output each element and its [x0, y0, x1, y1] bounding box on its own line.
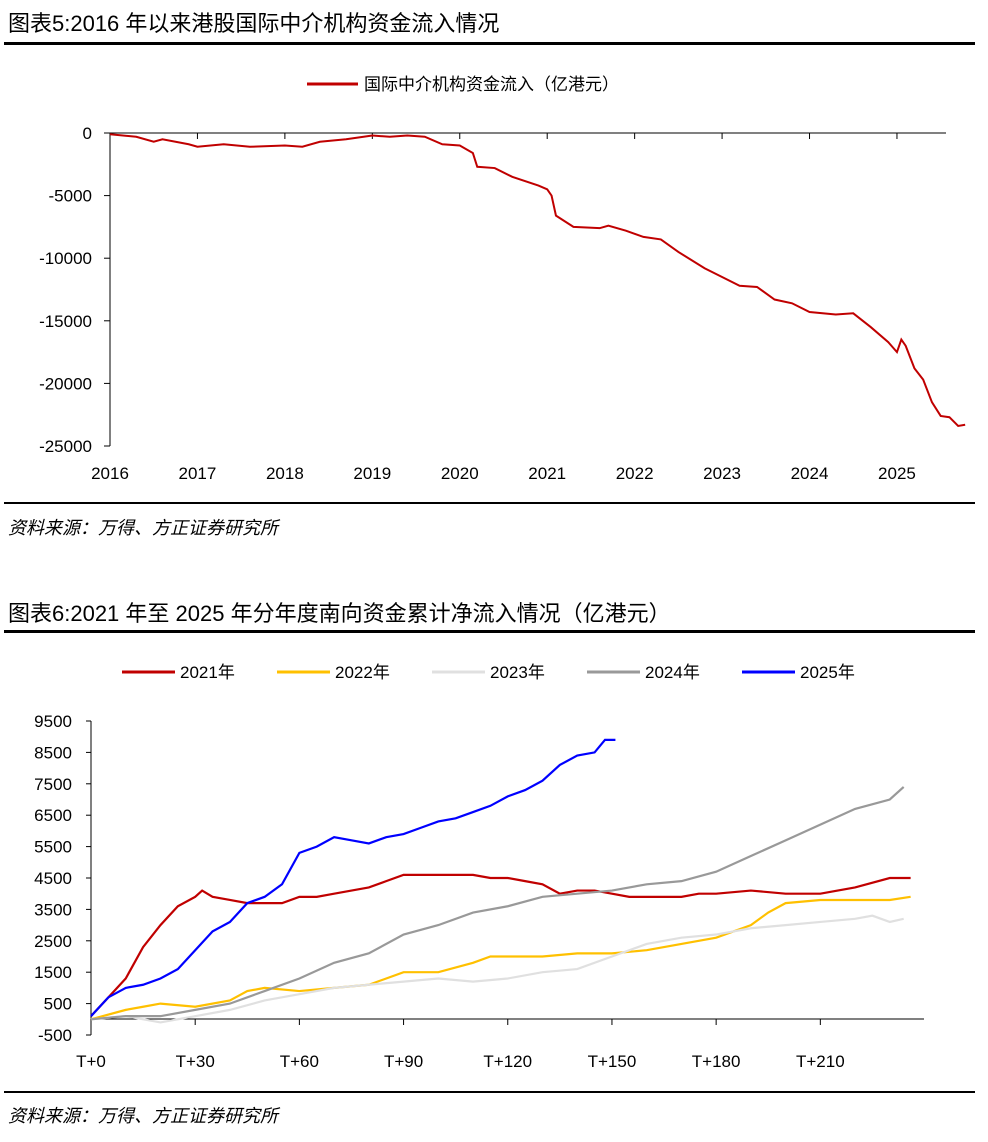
legend-label: 2025年	[800, 663, 855, 682]
y-tick-label: 0	[83, 124, 92, 143]
y-tick-label: 500	[44, 995, 72, 1014]
x-tick-label: T+180	[692, 1052, 741, 1071]
y-tick-label: -25000	[39, 437, 92, 456]
legend-label: 国际中介机构资金流入（亿港元）	[364, 75, 619, 94]
legend-label: 2023年	[490, 663, 545, 682]
series-line-2021年	[90, 873, 911, 1017]
series-line-2023年	[90, 914, 904, 1024]
y-tick-label: -500	[38, 1026, 72, 1045]
x-tick-label: 2024	[791, 464, 829, 483]
y-tick-label: -15000	[39, 312, 92, 331]
x-tick-label: 2018	[266, 464, 304, 483]
y-tick-label: 9500	[34, 712, 72, 731]
x-tick-label: 2019	[353, 464, 391, 483]
series-line-2024年	[90, 786, 905, 1021]
chart1-title: 图表5:2016 年以来港股国际中介机构资金流入情况	[8, 11, 500, 36]
chart2-title: 图表6:2021 年至 2025 年分年度南向资金累计净流入情况（亿港元）	[8, 601, 671, 626]
series-line-2022年	[90, 895, 911, 1021]
y-tick-label: -5000	[49, 187, 92, 206]
y-tick-label: 5500	[34, 838, 72, 857]
y-tick-label: 6500	[34, 806, 72, 825]
x-tick-label: 2023	[703, 464, 741, 483]
x-tick-label: T+0	[76, 1052, 106, 1071]
chart1-bottom-rule	[4, 502, 975, 504]
chart2-top-rule	[4, 630, 975, 633]
chart1-top-rule	[4, 42, 975, 45]
legend-label: 2024年	[645, 663, 700, 682]
series-line	[109, 133, 966, 428]
chart2-bottom-rule	[4, 1091, 975, 1093]
chart1-source: 资料来源：万得、方正证券研究所	[8, 518, 278, 538]
y-tick-label: -20000	[39, 374, 92, 393]
legend-label: 2022年	[335, 663, 390, 682]
y-tick-label: 7500	[34, 775, 72, 794]
x-tick-label: T+30	[176, 1052, 215, 1071]
y-tick-label: -10000	[39, 249, 92, 268]
x-tick-label: T+150	[588, 1052, 637, 1071]
y-tick-label: 2500	[34, 932, 72, 951]
x-tick-label: 2022	[616, 464, 654, 483]
x-tick-label: T+120	[483, 1052, 532, 1071]
series-line-2025年	[90, 738, 616, 1017]
x-tick-label: 2025	[878, 464, 916, 483]
x-tick-label: 2016	[91, 464, 129, 483]
y-tick-label: 1500	[34, 963, 72, 982]
x-tick-label: T+90	[384, 1052, 423, 1071]
x-tick-label: 2021	[528, 464, 566, 483]
y-tick-label: 3500	[34, 900, 72, 919]
y-tick-label: 8500	[34, 743, 72, 762]
y-tick-label: 4500	[34, 869, 72, 888]
x-tick-label: 2017	[179, 464, 217, 483]
x-tick-label: T+210	[796, 1052, 845, 1071]
x-tick-label: T+60	[280, 1052, 319, 1071]
legend-label: 2021年	[180, 663, 235, 682]
x-tick-label: 2020	[441, 464, 479, 483]
chart2-source: 资料来源：万得、方正证券研究所	[8, 1106, 278, 1126]
